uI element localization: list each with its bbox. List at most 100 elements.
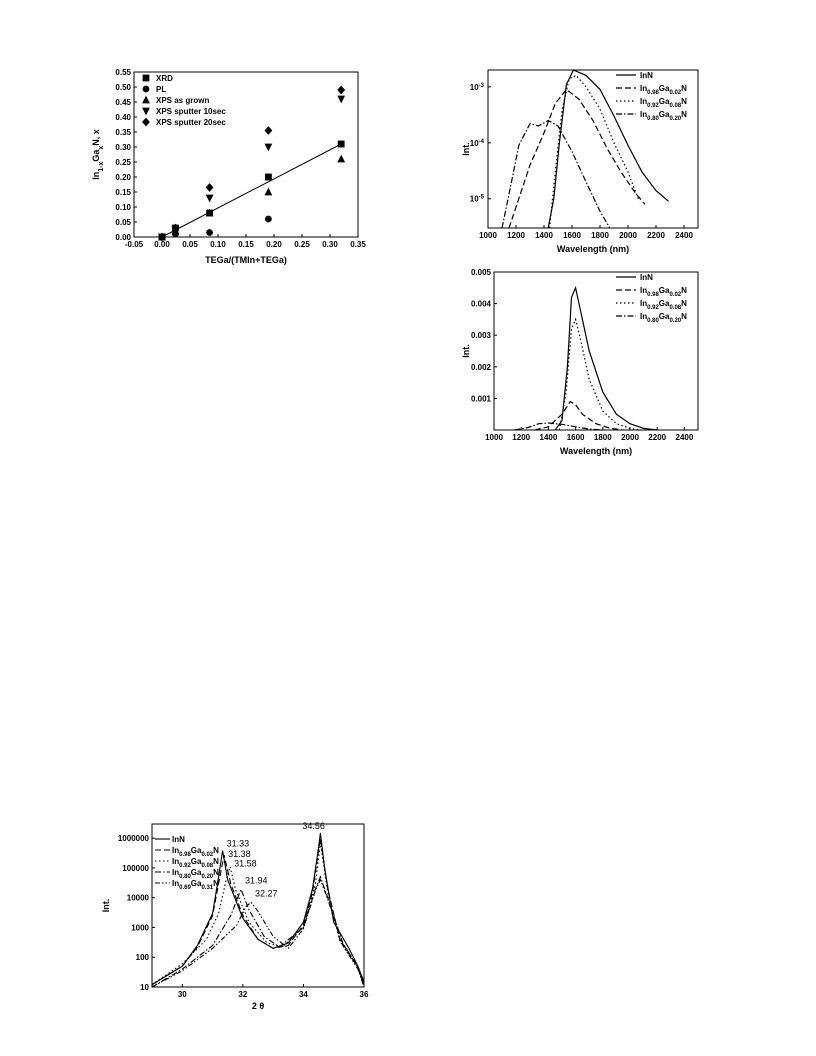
pl-log-x-tick-label: 1800 — [591, 231, 609, 240]
composition-point-diamond — [158, 232, 166, 242]
pl-linear-x-tick-label: 1400 — [540, 433, 558, 442]
composition-legend-marker — [142, 107, 150, 116]
composition-y-axis-label: In1-xGaxN, x — [91, 129, 105, 180]
pl-linear-legend-label: In0.92Ga0.08N — [640, 299, 687, 311]
pl-linear-x-tick-label: 1000 — [485, 433, 503, 442]
xrd-series-line — [151, 875, 365, 988]
composition-point-triangle-up — [337, 154, 346, 163]
composition-y-tick-label: 0.10 — [115, 203, 131, 212]
composition-point-triangle-up — [205, 208, 214, 217]
composition-x-tick-label: 0.00 — [154, 240, 170, 249]
pl-linear-x-tick-label: 2000 — [621, 433, 639, 442]
pl-linear-y-tick-label: 0.004 — [471, 300, 492, 309]
pl-log-x-tick-label: 1400 — [535, 231, 553, 240]
xrd-legend-label: In0.98Ga0.02N — [172, 846, 219, 858]
composition-point-circle — [337, 140, 345, 148]
pl-linear-plot-frame — [493, 271, 699, 431]
composition-x-tick-label: 0.35 — [350, 240, 366, 249]
composition-chart-panel: -0.05 0.00 0.05 0.10 0.15 0.20 0.25 0.30 0.35 0.0… — [88, 66, 370, 282]
pl-linear-y-tick-label: 0.003 — [471, 331, 492, 340]
pl-log-x-tick-label: 1200 — [507, 231, 525, 240]
composition-y-tick-label: 0.05 — [115, 218, 131, 227]
pl-linear-legend-label: InN — [640, 273, 653, 282]
pl-log-y-axis-label: Int. — [461, 142, 471, 156]
composition-y-tick-label: 0.30 — [115, 143, 131, 152]
composition-x-tick-label: 0.30 — [322, 240, 338, 249]
composition-chart: -0.05 0.00 0.05 0.10 0.15 0.20 0.25 0.30 0.350.0… — [91, 68, 366, 265]
composition-point-circle — [206, 229, 213, 236]
pl-log-y-tick-label: 10-4 — [470, 139, 485, 148]
xrd-x-tick-label: 32 — [238, 990, 247, 999]
xrd-series-line — [151, 838, 365, 986]
composition-legend-marker — [142, 85, 150, 93]
composition-x-tick-label: 0.20 — [266, 240, 282, 249]
xrd-peak-annotation: 31.33 — [227, 839, 250, 849]
pl-log-x-tick-label: 1000 — [479, 231, 497, 240]
composition-y-tick-label: 0.20 — [115, 173, 131, 182]
composition-x-tick-label: 0.05 — [182, 240, 198, 249]
pl-linear-x-tick-label: 2400 — [676, 433, 694, 442]
pl-linear-x-tick-label: 2200 — [648, 433, 666, 442]
pl-log-x-tick-label: 1600 — [563, 231, 581, 240]
xrd-legend-label: InN — [172, 835, 185, 844]
pl-linear-x-axis-label: Wavelength (nm) — [560, 446, 632, 456]
xrd-y-tick-label: 100 — [136, 953, 150, 962]
xrd-x-tick-label: 34 — [299, 990, 308, 999]
xrd-y-tick-label: 1000000 — [118, 834, 150, 843]
xrd-y-tick-label: 1000 — [131, 923, 149, 932]
composition-y-tick-label: 0.15 — [115, 188, 131, 197]
composition-x-tick-label: 0.10 — [210, 240, 226, 249]
pl-linear-y-tick-label: 0.002 — [471, 363, 492, 372]
xrd-y-tick-label: 100000 — [122, 864, 149, 873]
xrd-plot-frame — [151, 823, 365, 988]
pl-log-x-tick-label: 2200 — [647, 231, 665, 240]
pl-linear-legend-label: In0.98Ga0.02N — [640, 286, 687, 298]
composition-y-tick-label: 0.35 — [115, 128, 131, 137]
composition-point-diamond — [205, 183, 214, 192]
pl-linear-y-tick-label: 0.005 — [471, 268, 492, 277]
pl-log-chart: 1000 1200 1400 1600 1800 2000 2200 2400 10-5 10-4… — [461, 69, 699, 254]
pl-log-plot-frame — [487, 69, 699, 229]
pl-linear-x-tick-label: 1600 — [567, 433, 585, 442]
composition-y-tick-label: 0.50 — [115, 83, 131, 92]
pl-log-series-line — [547, 69, 669, 229]
xrd-y-tick-label: 10000 — [127, 894, 150, 903]
pl-linear-legend-label: In0.80Ga0.20N — [640, 312, 687, 324]
composition-point-triangle-down — [205, 194, 214, 203]
composition-y-tick-label: 0.00 — [115, 233, 131, 242]
composition-y-tick-label: 0.40 — [115, 113, 131, 122]
xrd-y-tick-label: 10 — [140, 983, 149, 992]
pl-log-x-tick-label: 2400 — [675, 231, 693, 240]
pl-linear-x-tick-label: 1800 — [594, 433, 612, 442]
composition-y-tick-label: 0.25 — [115, 158, 131, 167]
composition-point-triangle-down — [337, 95, 346, 104]
composition-point-diamond — [337, 85, 346, 95]
pl-log-series-line — [549, 74, 640, 229]
composition-legend-label: XPS as grown — [156, 96, 209, 105]
pl-linear-series-line — [514, 422, 603, 431]
xrd-legend-label: In0.80Ga0.20N — [172, 868, 219, 880]
composition-point-diamond — [264, 126, 273, 135]
pl-log-x-axis-label: Wavelength (nm) — [557, 244, 629, 254]
pl-log-legend-label: In0.80Ga0.20N — [640, 110, 687, 122]
pl-linear-chart-panel: 1000 1200 1400 1600 1800 2000 2200 2400 0.001 0.0… — [460, 264, 704, 462]
pl-log-series-line — [508, 88, 646, 229]
xrd-legend-label: In0.69Ga0.31N — [172, 879, 219, 891]
pl-linear-y-tick-label: 0.001 — [471, 394, 492, 403]
composition-x-axis-label: TEGa/(TMIn+TEGa) — [205, 255, 287, 265]
xrd-peak-annotation: 31.38 — [228, 849, 251, 859]
composition-point-diamond — [171, 223, 180, 233]
xrd-x-tick-label: 36 — [360, 990, 369, 999]
composition-legend-label: XRD — [156, 74, 173, 83]
pl-log-series-line — [501, 119, 611, 229]
composition-legend-label: XPS sputter 10sec — [156, 107, 226, 116]
xrd-x-axis-label: 2 θ — [252, 1001, 265, 1010]
composition-legend-marker — [142, 74, 150, 82]
composition-x-tick-label: 0.15 — [238, 240, 254, 249]
composition-y-tick-label: 0.45 — [115, 98, 131, 107]
composition-point-circle — [265, 215, 272, 223]
xrd-chart-panel: 30 32 34 36 10 100 1000 10000 100000 1000000 2 θ In… — [100, 818, 372, 1011]
pl-linear-series-line — [558, 317, 641, 431]
xrd-peak-annotation: 31.58 — [234, 859, 257, 869]
pl-log-y-tick-label: 10-3 — [470, 83, 485, 92]
